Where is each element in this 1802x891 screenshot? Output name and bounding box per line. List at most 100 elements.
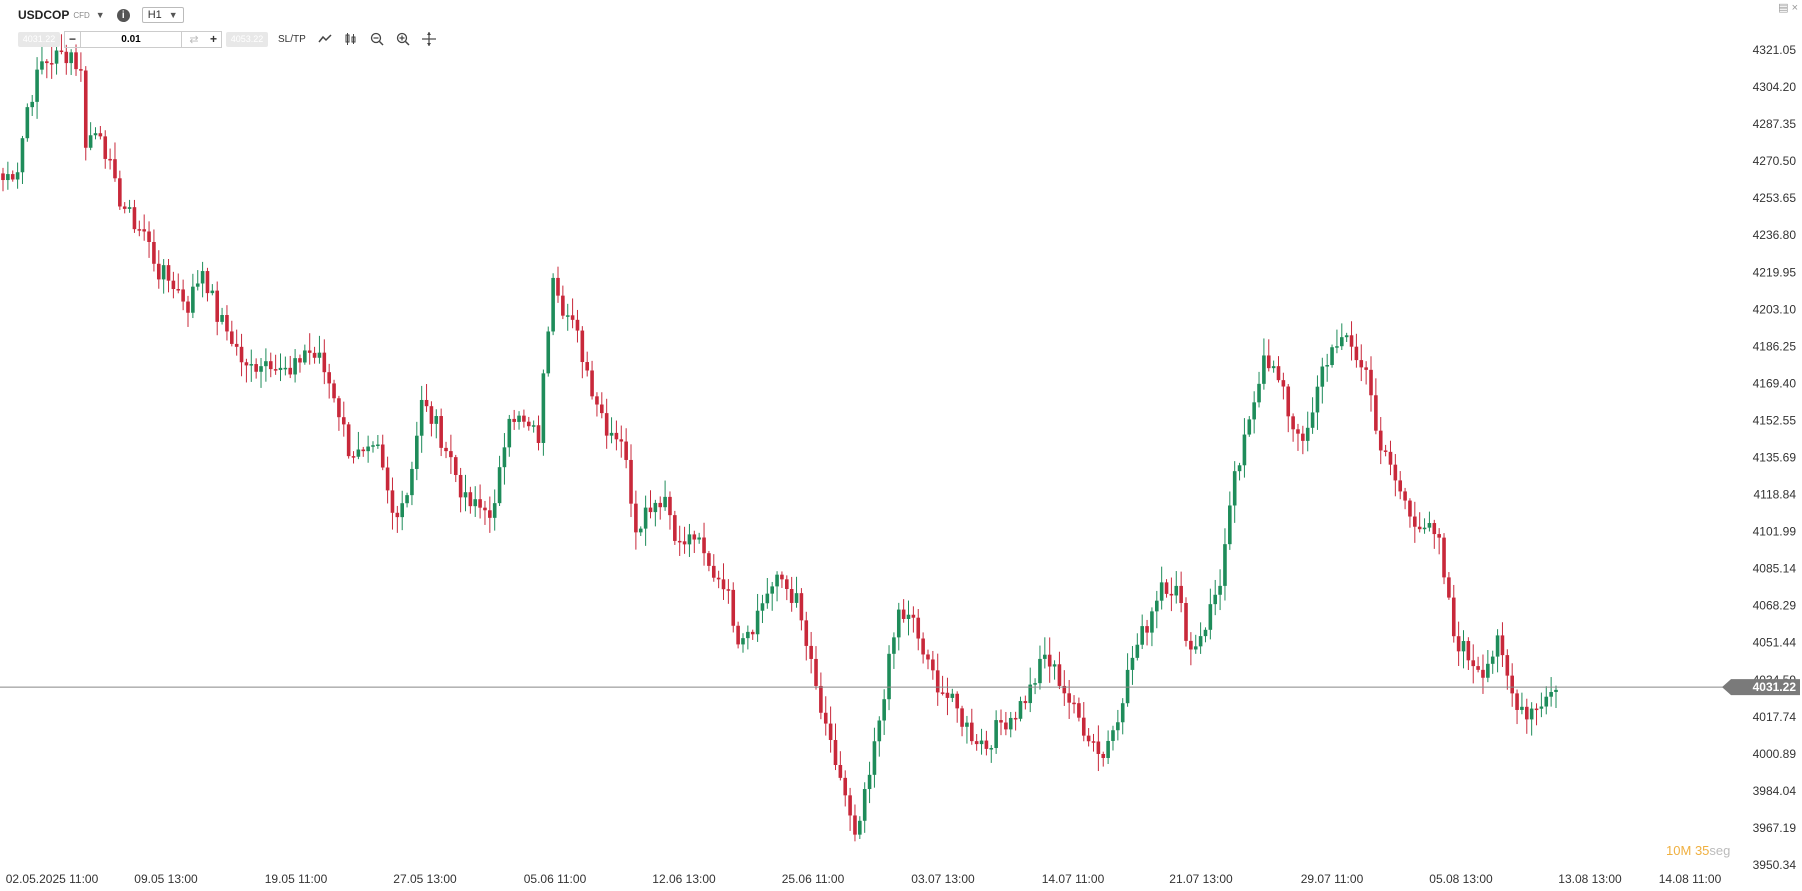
close-icon[interactable]: × [1791,2,1798,14]
candle-body [1520,706,1524,710]
y-tick-label: 4321.05 [1753,43,1797,57]
candle-body [1408,500,1412,517]
candle-body [736,625,740,645]
candle-body [1524,706,1529,720]
candle-body [896,609,901,638]
candle-body [697,537,701,540]
candle-body [1203,629,1208,637]
candle-body [575,319,580,331]
candle-body [463,492,468,498]
candle-body [814,658,818,686]
zoom-in-icon[interactable] [396,32,410,46]
crosshair-icon[interactable] [421,32,436,46]
candle-body [969,722,974,742]
candle-body [1335,346,1339,348]
candle-body [682,541,687,545]
window-icon[interactable]: ▤ [1778,2,1789,14]
swap-icon[interactable]: ⇄ [189,33,199,46]
candle-body [711,565,716,578]
candle-body [1276,366,1281,381]
candle-body [298,358,302,363]
candle-body [147,231,151,242]
candle-body [673,515,677,541]
x-tick-label: 14.07 11:00 [1042,872,1105,886]
candle-body [1305,427,1310,441]
candle-body [877,720,882,742]
candle-body [35,69,39,102]
candle-body [1393,464,1398,481]
x-tick-label: 12.06 13:00 [652,872,716,886]
candle-body [25,107,30,139]
candle-body [473,499,478,507]
candle-body [220,315,224,322]
caret-down-icon[interactable]: ▼ [95,10,105,20]
info-icon[interactable]: i [116,8,130,22]
plus-icon[interactable]: + [209,32,217,46]
candle-body [64,51,69,64]
buy-price-button[interactable]: 4053.22 [226,31,268,47]
candle-body [1164,582,1169,594]
candle-body [702,537,706,554]
candle-body [264,361,268,367]
x-tick-label: 05.06 11:00 [524,872,587,886]
candle-body [989,748,994,750]
candle-body [453,457,458,475]
candle-body [1490,656,1495,664]
candle-body [648,507,653,513]
y-tick-label: 4287.35 [1753,117,1797,131]
zoom-out-icon[interactable] [370,32,384,46]
candle-body [69,52,73,64]
y-tick-label: 4270.50 [1753,154,1797,168]
line-chart-icon[interactable] [318,32,332,46]
candle-body [955,693,959,709]
candle-body [390,490,395,513]
candle-body [1315,386,1320,413]
candle-body [1383,450,1388,452]
candle-body [517,415,521,422]
candle-body [1130,657,1135,670]
candle-body [108,158,112,161]
candle-body [862,789,867,821]
candle-body [385,467,390,491]
candle-body [1193,646,1198,650]
candle-body [1096,741,1101,754]
sell-price-button[interactable]: 4031.22 [18,31,60,47]
candle-body [531,425,536,427]
candle-body [809,645,813,659]
candle-body [337,398,341,418]
candle-body [88,135,93,148]
x-tick-label: 14.08 11:00 [1659,872,1722,886]
candle-body [1534,708,1539,711]
y-tick-label: 4000.89 [1753,747,1797,761]
candle-body [288,367,293,375]
candle-body [848,795,852,816]
candle-body [6,174,10,181]
x-tick-label: 03.07 13:00 [911,872,975,886]
candle-body [604,413,609,436]
candle-body [502,447,507,468]
sltp-button[interactable]: SL/TP [278,33,306,45]
candle-body [580,330,585,363]
candle-body [1052,664,1057,667]
candle-body [449,451,453,458]
candle-body [1028,684,1033,704]
timeframe-select[interactable]: H1 ▼ [141,7,184,23]
candle-body [931,659,935,671]
candle-body [867,774,872,790]
candle-body [994,720,998,749]
candle-body [1554,689,1558,693]
candle-body [833,740,838,766]
quantity-input[interactable] [80,31,182,47]
candle-body [1106,740,1110,758]
y-tick-label: 4186.25 [1753,339,1797,353]
candles-icon[interactable] [344,32,358,46]
candle-body [755,610,760,635]
candle-body [746,631,750,639]
candle-body [1388,451,1393,465]
candle-body [1023,701,1028,704]
candle-body [268,361,273,370]
minus-icon[interactable]: − [68,32,76,46]
symbol-name[interactable]: USDCOP [18,8,70,22]
y-tick-label: 4236.80 [1753,228,1797,242]
